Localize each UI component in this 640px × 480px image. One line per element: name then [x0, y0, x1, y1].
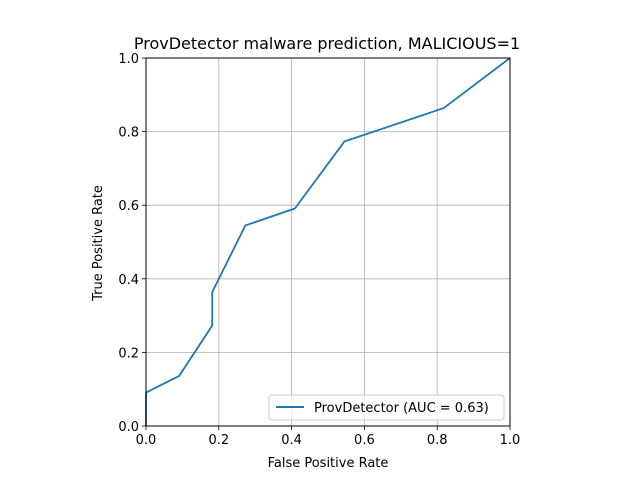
plot-frame [145, 57, 511, 427]
grid-lines [145, 57, 511, 427]
y-tick-label: 0.6 [118, 199, 139, 214]
series-lines [145, 57, 511, 426]
x-axis-ticks: 0.0 0.2 0.4 0.6 0.8 1.0 [136, 426, 521, 448]
legend-label: ProvDetector (AUC = 0.63) [314, 401, 489, 416]
roc-curve-line [145, 57, 511, 426]
y-axis-label: True Positive Rate [91, 185, 106, 302]
x-tick-label: 0.2 [208, 433, 229, 448]
x-tick-label: 1.0 [500, 433, 521, 448]
chart-title: ProvDetector malware prediction, MALICIO… [134, 34, 520, 53]
x-tick-label: 0.8 [427, 433, 448, 448]
y-tick-label: 0.4 [118, 273, 139, 288]
y-tick-label: 0.2 [118, 346, 139, 361]
legend: ProvDetector (AUC = 0.63) [268, 394, 505, 421]
x-axis-label: False Positive Rate [268, 456, 389, 471]
legend-box [268, 394, 505, 421]
x-tick-label: 0.4 [281, 433, 302, 448]
y-tick-label: 0.0 [118, 420, 139, 435]
y-tick-label: 0.8 [118, 126, 139, 141]
x-tick-label: 0.0 [136, 433, 157, 448]
y-axis-ticks: 0.0 0.2 0.4 0.6 0.8 1.0 [118, 52, 146, 435]
y-tick-label: 1.0 [118, 52, 139, 67]
x-tick-label: 0.6 [354, 433, 375, 448]
